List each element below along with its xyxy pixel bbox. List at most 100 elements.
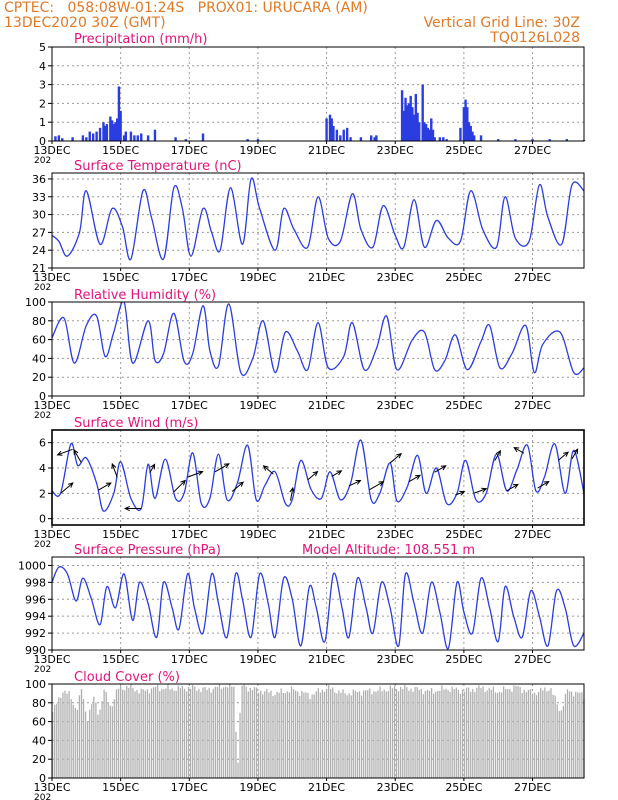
cloud-bar [325,688,328,778]
cloud-bar [575,691,577,778]
series-line [52,566,584,650]
x-tick-label: 15DEC [102,653,139,666]
cloud-bar [375,691,377,778]
cloud-bar [426,689,429,778]
cloud-bar [523,689,525,778]
cloud-bar [179,688,181,778]
wind-arrow [473,488,487,494]
precip-bar [479,135,483,141]
cloud-bar [70,699,72,778]
panel-2: 21 24 27 30 33 36 Surface Temperature (nC) 13DE… [32,159,585,293]
wind-arrow-head [262,465,269,471]
x-tick-label: 25DEC [445,144,482,157]
precip-bar [531,139,534,141]
cloud-bar [315,691,317,778]
precip-bar [122,135,126,141]
cloud-bar [60,697,62,778]
cloud-bar [552,694,554,778]
precip-bar [102,122,105,141]
cloud-bar [303,692,305,778]
cloud-bar [103,689,105,778]
y-tick-label: 40 [32,734,46,747]
wind-arrow-head [111,462,117,469]
precip-bar [426,127,430,141]
cloud-bar [410,688,412,778]
station-info: CPTEC: 058:08W-01:24S PROX01: URUCARA (A… [4,0,368,16]
precip-bar [416,112,419,141]
cloud-bar [412,691,414,778]
wind-arrow [389,453,402,464]
precip-bar [409,95,412,141]
x-tick-label: 23DEC [377,144,414,157]
cloud-bar [360,695,363,778]
cloud-bar [78,695,81,778]
cloud-bar [128,687,130,778]
cloud-bar [111,706,114,778]
x-tick-label: 25DEC [445,399,482,412]
wind-arrow-head [355,480,362,485]
y-tick-label: 1000 [18,559,46,572]
cloud-bar [330,688,332,778]
cloud-bar [498,691,501,778]
cloud-bar [457,689,459,778]
cloud-bar [519,687,521,778]
cloud-bar [420,688,422,778]
cloud-bar [533,692,536,778]
cloud-bar [259,690,262,778]
wind-arrow-head [378,481,385,487]
cloud-bar [257,692,260,778]
cloud-bar [243,684,245,778]
precip-bar [406,105,409,141]
cloud-bar [482,686,484,778]
y-tick-label: 100 [25,296,46,309]
cloud-bar [346,695,348,778]
cloud-bar [187,686,190,778]
wind-arrow [290,487,294,501]
cloud-bar [342,689,344,778]
cloud-bar [130,684,132,778]
cloud-bar [220,688,223,778]
cloud-bar [435,691,437,778]
cloud-bar [531,695,534,778]
x-tick-label: 27DEC [514,271,551,284]
panel-3: 0 20 40 60 80 100 Relative Humidity (%) 13DEC 15… [25,288,585,421]
cloud-bar [478,685,480,778]
panel-title: Precipitation (mm/h) [74,32,207,47]
wind-arrow-head [336,470,343,476]
chart-header: CPTEC: 058:08W-01:24S PROX01: URUCARA (A… [0,0,618,46]
x-tick-label: 21DEC [308,144,345,157]
cloud-bar [247,691,249,778]
y-tick-label: 4 [39,462,46,475]
cloud-bar [140,688,142,778]
wind-arrow-head [238,481,245,487]
cloud-bar [428,690,431,778]
cloud-bar [202,687,204,778]
cloud-bar [449,692,451,778]
cloud-bar [511,691,513,778]
cloud-bar [507,689,509,778]
cloud-bar [276,691,278,778]
precip-bar [402,110,406,141]
precip-bar [104,125,107,141]
cloud-bar [548,690,550,778]
cloud-bar [327,685,330,778]
cloud-bar [278,692,280,778]
wind-arrow [537,481,549,489]
precip-bar [445,139,448,141]
cloud-bar [297,691,299,778]
wind-arrow [187,471,203,478]
cloud-bar [437,691,439,778]
precip-bar [414,94,418,141]
cloud-bar [159,691,161,778]
x-tick-label: 17DEC [171,271,208,284]
cloud-bar [148,693,151,778]
cloud-bar [216,686,219,778]
cloud-bar [235,731,237,778]
cloud-bar [525,691,527,778]
cloud-bar [358,691,361,778]
series-line [52,302,584,376]
cloud-bar [171,688,173,778]
cloud-bar [113,699,116,778]
cloud-bar [317,688,319,778]
cloud-bar [560,710,562,778]
